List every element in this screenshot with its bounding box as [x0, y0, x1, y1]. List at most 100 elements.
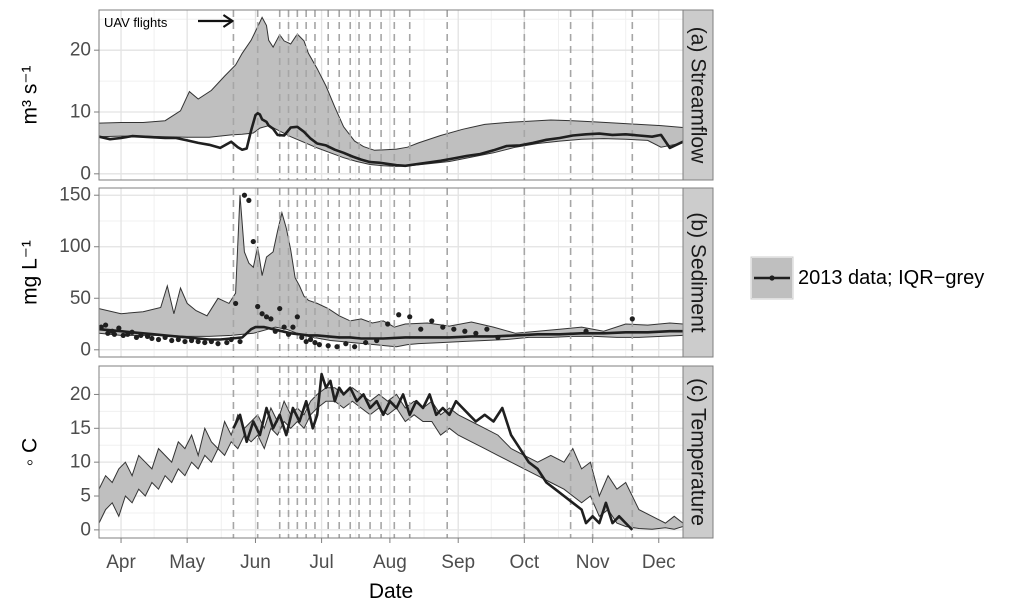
panel-sediment: (b) Sediment 0 50 100 150 mg L⁻¹: [19, 185, 714, 360]
data-point: [294, 314, 300, 320]
data-point: [303, 338, 309, 345]
data-point: [144, 333, 151, 339]
data-point: [255, 303, 261, 310]
y-tick-label: 10: [70, 102, 91, 123]
data-point: [202, 339, 208, 346]
data-point: [133, 334, 140, 341]
data-point: [233, 300, 239, 307]
iqr-band: [99, 195, 683, 347]
y-axis-title-streamflow: m³ s⁻¹: [19, 66, 42, 125]
y-tick-label: 0: [80, 519, 91, 540]
data-point: [312, 339, 318, 346]
annotation-arrow-head: [222, 14, 235, 28]
data-point: [188, 337, 195, 344]
uav-annotation: UAV flights: [104, 14, 235, 30]
x-tick-label: Jul: [309, 552, 333, 573]
strip-label-streamflow: (a) Streamflow: [687, 27, 710, 164]
data-point: [169, 337, 175, 344]
data-point: [120, 332, 126, 338]
data-point: [583, 328, 589, 334]
x-axis: Apr May Jun Jul Aug Sep Oct Nov Dec: [106, 538, 676, 573]
legend-key-dot: [769, 275, 775, 281]
y-tick-label: 5: [80, 486, 91, 507]
data-point: [125, 331, 131, 337]
data-point: [162, 334, 168, 341]
y-tick-label: 0: [80, 163, 91, 184]
x-tick-label: Nov: [576, 552, 610, 573]
x-tick-label: Jun: [240, 552, 271, 573]
x-tick-label: Dec: [642, 552, 676, 573]
data-line-2013: [99, 325, 683, 341]
data-point: [103, 322, 109, 328]
data-point: [407, 314, 413, 320]
data-point: [263, 314, 270, 320]
legend: 2013 data; IQR−grey: [750, 256, 984, 300]
data-point: [246, 197, 252, 203]
data-point: [462, 328, 468, 334]
iqr-lower-line: [99, 400, 683, 530]
data-line-2013: [99, 111, 683, 168]
data-point: [343, 341, 349, 347]
strip-background: [682, 365, 714, 539]
iqr-upper-line: [99, 16, 683, 151]
data-point: [418, 326, 424, 332]
iqr-band: [99, 387, 683, 530]
data-point: [290, 324, 296, 330]
data-point: [396, 312, 402, 318]
iqr-upper-line: [99, 195, 683, 334]
y-axis-title-temperature: ◦ C: [19, 438, 42, 466]
y-tick-label: 100: [59, 236, 91, 257]
data-point: [268, 316, 274, 322]
iqr-lower-line: [99, 326, 683, 348]
data-point: [285, 331, 292, 337]
data-point: [116, 325, 122, 331]
data-point: [316, 342, 322, 348]
data-point: [182, 338, 188, 345]
data-point: [195, 338, 201, 345]
y-tick-label: 20: [70, 40, 91, 61]
data-point: [105, 330, 111, 336]
x-tick-label: Apr: [106, 552, 136, 573]
y-tick-label: 15: [70, 418, 91, 439]
data-point: [629, 316, 635, 322]
data-point: [129, 329, 135, 335]
data-point: [277, 305, 283, 312]
data-point: [363, 339, 369, 346]
data-point: [451, 326, 457, 332]
y-tick-label: 10: [70, 452, 91, 473]
data-point: [228, 336, 234, 343]
data-point: [175, 336, 181, 343]
strip-background: [682, 9, 714, 181]
data-point: [325, 343, 331, 349]
data-point: [155, 336, 162, 343]
y-tick-label: 150: [59, 185, 91, 206]
iqr-lower-line: [99, 125, 683, 167]
legend-label: 2013 data; IQR−grey: [798, 267, 984, 289]
data-point: [352, 344, 358, 350]
data-point: [495, 334, 501, 341]
data-point: [281, 324, 287, 330]
panel-temperature: (c) Temperature 0 5 10 15 20 ◦ C: [19, 365, 714, 540]
annotation-label: UAV flights: [104, 15, 168, 30]
data-line-2013: [232, 372, 634, 531]
panel-streamflow: (a) Streamflow 0 10 20 m³ s⁻¹: [19, 9, 714, 184]
data-point: [473, 330, 479, 336]
data-point: [307, 336, 314, 343]
data-point: [272, 328, 278, 334]
data-point: [429, 318, 435, 324]
y-tick-label: 50: [70, 288, 91, 309]
data-point: [334, 344, 340, 350]
data-point: [250, 238, 256, 245]
x-axis-title: Date: [369, 580, 413, 603]
iqr-band: [99, 17, 683, 167]
data-point: [149, 335, 155, 342]
x-tick-label: May: [169, 552, 205, 573]
x-tick-label: Sep: [441, 552, 475, 573]
data-point: [237, 338, 243, 345]
data-point: [224, 339, 230, 346]
data-point: [241, 192, 248, 198]
strip-label-temperature: (c) Temperature: [687, 378, 710, 526]
data-point: [111, 331, 118, 337]
y-tick-label: 0: [80, 339, 91, 360]
